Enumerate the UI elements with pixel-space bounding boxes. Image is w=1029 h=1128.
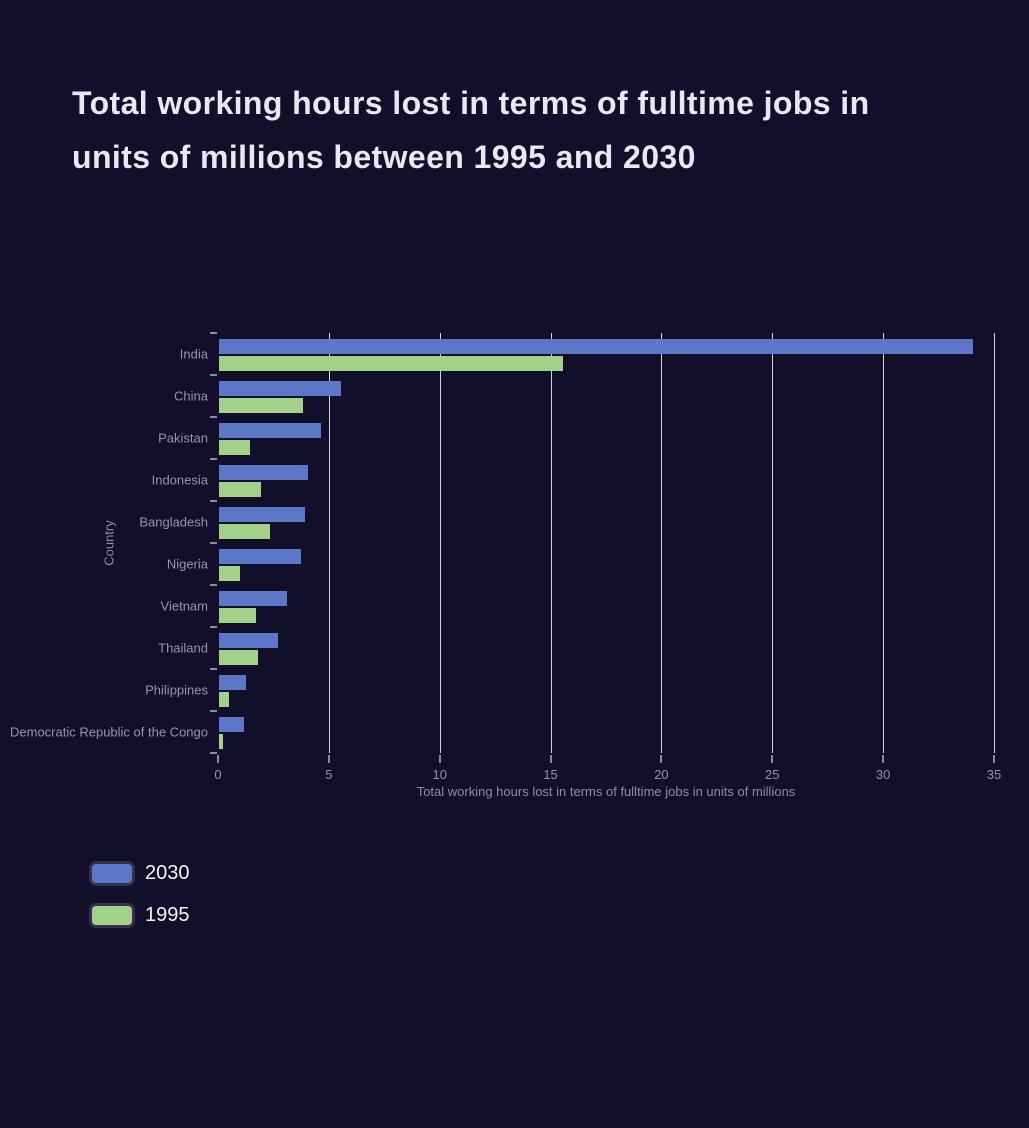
bar-row-7: Thailand	[158, 627, 1004, 669]
legend-item-2030: 2030	[89, 861, 190, 886]
bar-1995-pakistan	[219, 440, 251, 455]
bar-row-6: Vietnam	[161, 585, 1004, 627]
x-tick-label-20: 20	[654, 767, 669, 782]
x-tick-label-0: 0	[214, 767, 222, 782]
category-label: Democratic Republic of the Congo	[10, 724, 208, 740]
y-tick-1	[210, 374, 217, 376]
bar-2030-nigeria	[219, 549, 302, 564]
chart-title: Total working hours lost in terms of ful…	[72, 85, 870, 175]
x-tick-5	[327, 755, 330, 763]
category-label: Vietnam	[160, 598, 208, 614]
x-tick-label-5: 5	[325, 767, 333, 782]
x-tick-10	[438, 755, 441, 763]
x-tick-0	[217, 755, 219, 763]
gridline-x-20	[661, 333, 663, 753]
x-tick-label-35: 35	[986, 767, 1002, 782]
legend-label-1995: 1995	[145, 904, 190, 926]
y-tick-3	[210, 458, 217, 460]
category-label: Thailand	[158, 640, 208, 656]
bar-row-0: India	[180, 333, 1004, 375]
bar-1995-china	[219, 398, 304, 413]
plot-area: 0 5 10 15 20 25 30 35 India China Pakistan Indonesi…	[10, 332, 1004, 782]
bar-2030-thailand	[219, 633, 278, 648]
category-label: Philippines	[145, 682, 208, 698]
bar-2030-india	[219, 339, 973, 354]
gridline-x-35	[994, 333, 995, 753]
gridline-x-5	[328, 333, 330, 753]
x-tick-15	[549, 755, 552, 763]
y-tick-10	[210, 752, 217, 754]
legend: 2030 1995	[89, 861, 190, 945]
bar-2030-china	[219, 381, 341, 396]
x-tick-25	[771, 755, 774, 763]
bar-row-5: Nigeria	[167, 543, 1004, 585]
x-tick-label-10: 10	[432, 767, 447, 782]
bar-2030-pakistan	[219, 423, 321, 438]
gridline-x-15	[550, 333, 552, 753]
bar-row-2: Pakistan	[158, 417, 1004, 459]
bar-1995-democratic-republic-of-the-congo	[219, 734, 224, 749]
x-tick-30	[882, 755, 885, 763]
x-axis-title: Total working hours lost in terms of ful…	[416, 784, 796, 799]
bar-1995-philippines	[219, 692, 229, 707]
bar-2030-vietnam	[219, 591, 287, 606]
bar-2030-indonesia	[219, 465, 308, 480]
bar-1995-vietnam	[219, 608, 256, 623]
y-tick-5	[210, 542, 217, 544]
gridline-x-30	[883, 333, 885, 753]
category-label: India	[179, 346, 208, 362]
bar-row-3: Indonesia	[152, 459, 1004, 501]
y-tick-9	[210, 710, 217, 712]
bar-1995-nigeria	[219, 566, 241, 581]
bar-1995-indonesia	[219, 482, 262, 497]
bar-2030-bangladesh	[219, 507, 306, 522]
legend-label-2030: 2030	[145, 862, 190, 884]
x-tick-label-30: 30	[875, 767, 891, 782]
gridline-x-10	[439, 333, 441, 753]
y-tick-6	[210, 584, 217, 586]
legend-item-1995: 1995	[89, 903, 190, 928]
bar-row-8: Philippines	[145, 669, 1004, 711]
x-tick-35	[993, 755, 995, 763]
y-tick-7	[210, 626, 217, 628]
category-label: Indonesia	[151, 472, 208, 488]
y-tick-4	[210, 500, 217, 502]
y-axis-title: Country	[101, 520, 117, 566]
x-tick-20	[660, 755, 663, 763]
category-label: Pakistan	[158, 430, 208, 446]
legend-swatch-2030	[89, 861, 135, 886]
x-tick-label-15: 15	[543, 767, 558, 782]
x-tick-label-25: 25	[765, 767, 780, 782]
bar-2030-philippines	[219, 675, 246, 690]
y-tick-8	[210, 668, 217, 670]
bar-row-4: Bangladesh	[139, 501, 1004, 543]
category-label: China	[174, 388, 208, 404]
category-label: Nigeria	[166, 556, 208, 572]
gridline-x-25	[772, 333, 774, 753]
bar-2030-democratic-republic-of-the-congo	[219, 717, 245, 732]
bar-row-9: Democratic Republic of the Congo	[10, 711, 1004, 753]
bar-row-1: China	[174, 375, 1004, 417]
category-label: Bangladesh	[139, 514, 208, 530]
bar-1995-bangladesh	[219, 524, 270, 539]
bar-1995-india	[219, 356, 563, 371]
bar-1995-thailand	[219, 650, 258, 665]
y-tick-2	[210, 416, 217, 418]
legend-swatch-1995	[89, 903, 135, 928]
y-tick-0	[210, 332, 217, 334]
